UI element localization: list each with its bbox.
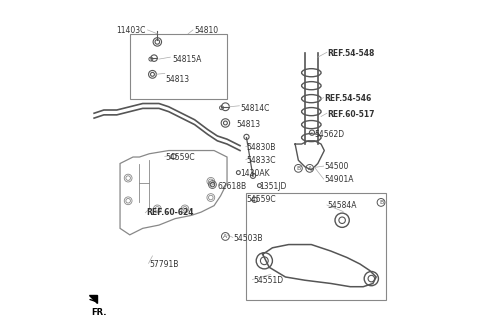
- Text: 54559C: 54559C: [166, 152, 195, 162]
- Text: A: A: [223, 234, 228, 239]
- Text: REF.60-517: REF.60-517: [327, 111, 375, 119]
- Text: 54813: 54813: [237, 120, 261, 129]
- Text: 54901A: 54901A: [324, 175, 354, 184]
- Bar: [247, 193, 386, 300]
- Text: 62618B: 62618B: [217, 182, 246, 191]
- Text: REF.54-546: REF.54-546: [324, 94, 372, 103]
- Text: 54551D: 54551D: [253, 276, 283, 285]
- Text: 54559C: 54559C: [247, 195, 276, 204]
- Text: 54503B: 54503B: [233, 233, 263, 243]
- Text: REF.60-624: REF.60-624: [146, 208, 193, 216]
- Text: 54813: 54813: [166, 75, 190, 84]
- Text: B: B: [296, 166, 300, 171]
- Text: 54815A: 54815A: [172, 55, 201, 64]
- Text: 54830B: 54830B: [247, 143, 276, 152]
- Text: 1351JD: 1351JD: [260, 182, 287, 191]
- Text: 54833C: 54833C: [247, 156, 276, 165]
- Text: 54810: 54810: [194, 26, 219, 35]
- Text: 54500: 54500: [324, 162, 348, 171]
- Text: B: B: [379, 200, 383, 205]
- Text: 11403C: 11403C: [117, 26, 146, 35]
- Text: 54584A: 54584A: [327, 201, 357, 210]
- Text: REF.54-548: REF.54-548: [327, 49, 375, 58]
- Bar: [130, 34, 227, 99]
- Text: 1430AK: 1430AK: [240, 169, 270, 178]
- Text: 54814C: 54814C: [240, 104, 269, 113]
- Text: A: A: [308, 166, 312, 171]
- Text: FR.: FR.: [92, 308, 107, 317]
- Text: 57791B: 57791B: [149, 260, 179, 268]
- Text: 54562D: 54562D: [314, 130, 345, 139]
- Polygon shape: [89, 295, 97, 303]
